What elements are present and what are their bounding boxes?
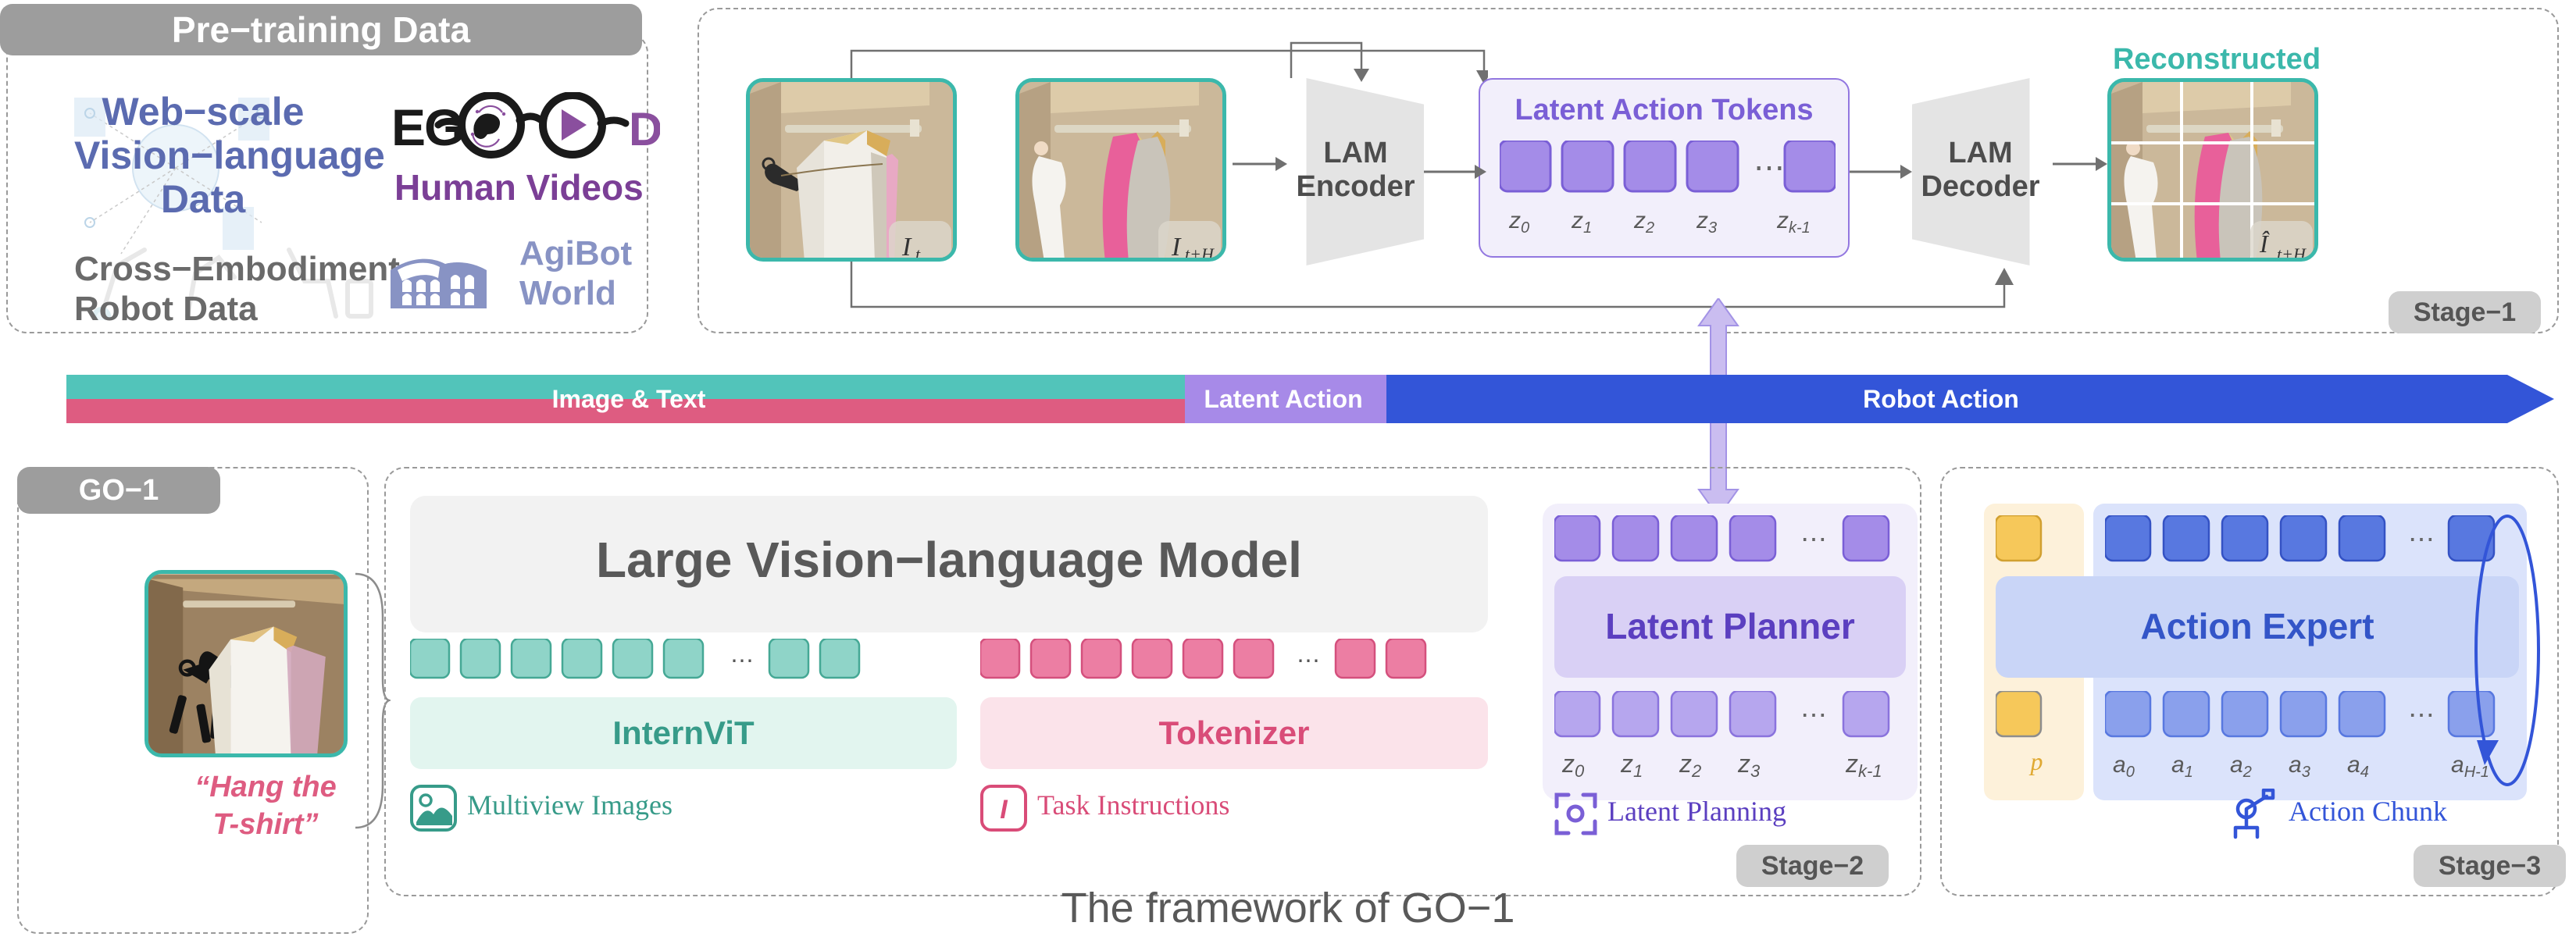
svg-text:z3: z3 bbox=[1737, 750, 1761, 781]
svg-text:a0: a0 bbox=[2113, 752, 2135, 781]
svg-text:z2: z2 bbox=[1679, 750, 1701, 781]
svg-text:Image & Text: Image & Text bbox=[552, 385, 706, 413]
svg-text:⋯: ⋯ bbox=[2408, 700, 2435, 730]
svg-text:I: I bbox=[1000, 795, 1008, 825]
svg-text:zk-1: zk-1 bbox=[1776, 208, 1811, 236]
svg-text:a1: a1 bbox=[2171, 752, 2193, 781]
svg-text:⋯: ⋯ bbox=[2408, 525, 2435, 554]
svg-text:⋯: ⋯ bbox=[730, 648, 754, 674]
svg-text:D: D bbox=[629, 103, 660, 155]
svg-text:⋯: ⋯ bbox=[1297, 648, 1320, 674]
svg-text:z0: z0 bbox=[1561, 750, 1585, 781]
svg-text:a3: a3 bbox=[2289, 752, 2310, 781]
svg-text:E: E bbox=[394, 98, 426, 156]
svg-text:a4: a4 bbox=[2347, 752, 2369, 781]
svg-text:Latent Action: Latent Action bbox=[1204, 385, 1362, 413]
svg-text:z1: z1 bbox=[1620, 750, 1643, 781]
svg-text:I: I bbox=[1171, 233, 1182, 262]
svg-text:a2: a2 bbox=[2230, 752, 2252, 781]
svg-text:⋯: ⋯ bbox=[1800, 525, 1827, 554]
svg-text:z2: z2 bbox=[1633, 208, 1654, 236]
svg-text:Robot Action: Robot Action bbox=[1863, 385, 2019, 413]
svg-text:⋯: ⋯ bbox=[1754, 151, 1785, 185]
svg-text:t+H: t+H bbox=[2277, 244, 2307, 262]
svg-text:t+H: t+H bbox=[1185, 244, 1215, 262]
svg-text:z3: z3 bbox=[1696, 208, 1717, 236]
svg-text:zk-1: zk-1 bbox=[1845, 750, 1882, 781]
svg-text:z1: z1 bbox=[1571, 208, 1592, 236]
svg-text:I: I bbox=[901, 233, 912, 262]
svg-text:z0: z0 bbox=[1508, 208, 1529, 236]
svg-text:t: t bbox=[915, 244, 921, 262]
svg-text:⋯: ⋯ bbox=[1800, 700, 1827, 730]
